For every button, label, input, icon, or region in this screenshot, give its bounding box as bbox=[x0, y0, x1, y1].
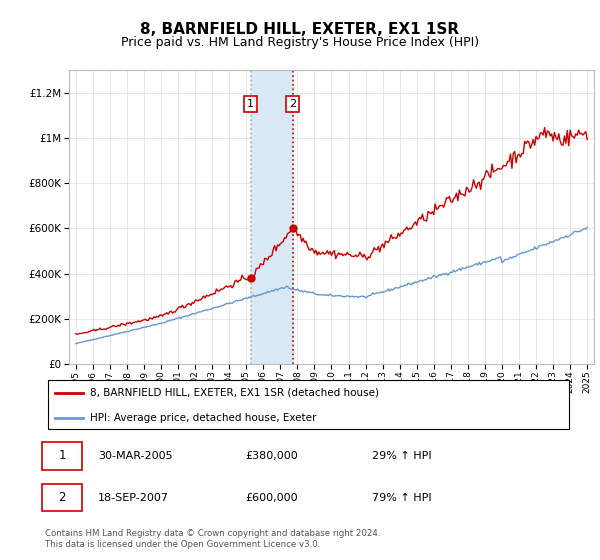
FancyBboxPatch shape bbox=[43, 442, 82, 470]
FancyBboxPatch shape bbox=[47, 380, 569, 429]
Text: Price paid vs. HM Land Registry's House Price Index (HPI): Price paid vs. HM Land Registry's House … bbox=[121, 36, 479, 49]
Text: 18-SEP-2007: 18-SEP-2007 bbox=[98, 493, 169, 502]
Text: 29% ↑ HPI: 29% ↑ HPI bbox=[373, 451, 432, 461]
Text: 1: 1 bbox=[247, 99, 254, 109]
FancyBboxPatch shape bbox=[43, 484, 82, 511]
Text: £380,000: £380,000 bbox=[245, 451, 298, 461]
Text: 8, BARNFIELD HILL, EXETER, EX1 1SR: 8, BARNFIELD HILL, EXETER, EX1 1SR bbox=[140, 22, 460, 36]
Text: 2: 2 bbox=[289, 99, 296, 109]
Text: 30-MAR-2005: 30-MAR-2005 bbox=[98, 451, 172, 461]
Text: 1: 1 bbox=[58, 449, 66, 463]
Text: HPI: Average price, detached house, Exeter: HPI: Average price, detached house, Exet… bbox=[90, 413, 316, 423]
Text: 79% ↑ HPI: 79% ↑ HPI bbox=[373, 493, 432, 502]
Bar bbox=[251, 70, 293, 364]
Text: Contains HM Land Registry data © Crown copyright and database right 2024.
This d: Contains HM Land Registry data © Crown c… bbox=[45, 529, 380, 549]
Text: 8, BARNFIELD HILL, EXETER, EX1 1SR (detached house): 8, BARNFIELD HILL, EXETER, EX1 1SR (deta… bbox=[90, 388, 379, 398]
Text: £600,000: £600,000 bbox=[245, 493, 298, 502]
Text: 2: 2 bbox=[58, 491, 66, 504]
